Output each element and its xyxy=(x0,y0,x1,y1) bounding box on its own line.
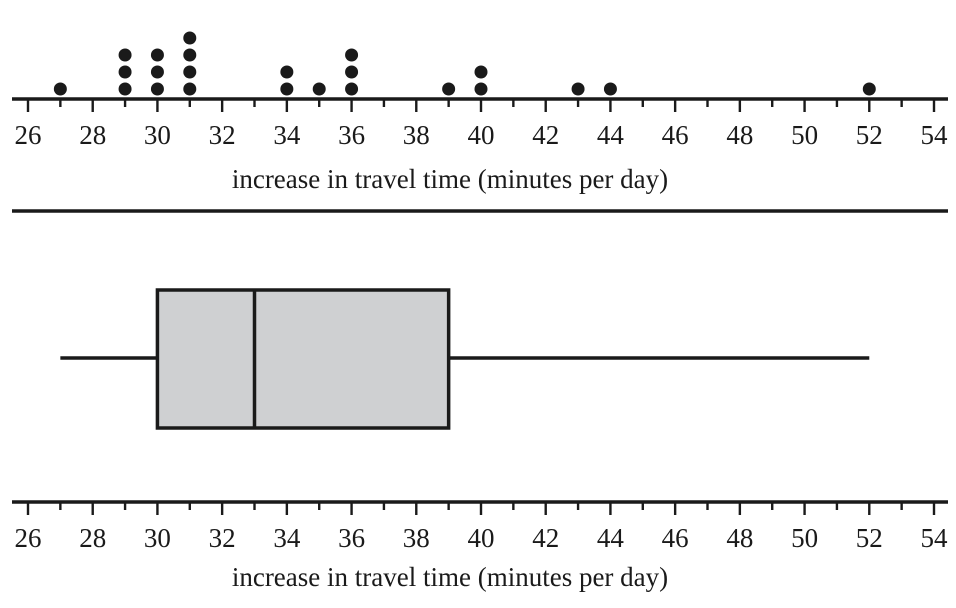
box-plot: 26 28 30 32 34 36 38 40 42 44 46 48 50 52 54 increase … xyxy=(12,288,949,592)
data-dot xyxy=(280,65,294,79)
data-dot xyxy=(183,48,197,62)
x-tick-label: 38 xyxy=(403,523,430,553)
box-plot-shapes xyxy=(60,288,870,430)
interquartile-box xyxy=(155,288,451,430)
data-dot xyxy=(571,82,585,96)
x-tick-label: 50 xyxy=(791,120,818,150)
x-tick-label: 42 xyxy=(532,120,559,150)
data-dot xyxy=(474,82,488,96)
dot-plot-points xyxy=(53,31,876,96)
dot-plot-ticks xyxy=(26,99,936,112)
data-dot xyxy=(603,82,617,96)
data-dot xyxy=(118,65,132,79)
x-tick-label: 48 xyxy=(726,523,753,553)
x-tick-label: 34 xyxy=(273,120,301,150)
data-dot xyxy=(53,82,67,96)
x-tick-label: 46 xyxy=(662,120,689,150)
data-dot xyxy=(150,65,164,79)
data-dot xyxy=(183,82,197,96)
x-tick-label: 52 xyxy=(856,523,883,553)
data-dot xyxy=(280,82,294,96)
data-dot xyxy=(150,48,164,62)
data-dot xyxy=(345,65,359,79)
x-tick-label: 32 xyxy=(209,120,236,150)
x-tick-label: 38 xyxy=(403,120,430,150)
x-tick-label: 28 xyxy=(79,120,106,150)
data-dot xyxy=(474,65,488,79)
x-tick-label: 28 xyxy=(79,523,106,553)
x-tick-label: 44 xyxy=(597,523,625,553)
x-tick-label: 54 xyxy=(921,523,949,553)
x-tick-label: 54 xyxy=(921,120,949,150)
box-plot-x-axis-label: increase in travel time (minutes per day… xyxy=(232,562,668,592)
x-tick-label: 48 xyxy=(726,120,753,150)
dot-plot: 26 28 30 32 34 36 38 40 42 44 46 48 50 52 54 increase … xyxy=(12,31,949,194)
data-dot xyxy=(118,82,132,96)
data-dot xyxy=(345,82,359,96)
data-dot xyxy=(118,48,132,62)
x-tick-label: 30 xyxy=(144,120,171,150)
x-tick-label: 26 xyxy=(15,120,42,150)
data-dot xyxy=(862,82,876,96)
x-tick-label: 44 xyxy=(597,120,625,150)
x-tick-label: 40 xyxy=(468,523,495,553)
dot-plot-tick-labels: 26 28 30 32 34 36 38 40 42 44 46 48 50 52 54 xyxy=(15,120,949,150)
x-tick-label: 30 xyxy=(144,523,171,553)
data-dot xyxy=(150,82,164,96)
data-dot xyxy=(312,82,326,96)
x-tick-label: 50 xyxy=(791,523,818,553)
box-plot-ticks xyxy=(26,502,936,515)
data-dot xyxy=(183,31,197,45)
x-tick-label: 36 xyxy=(338,523,365,553)
x-tick-label: 32 xyxy=(209,523,236,553)
x-tick-label: 42 xyxy=(532,523,559,553)
x-tick-label: 34 xyxy=(273,523,301,553)
data-dot xyxy=(442,82,456,96)
x-tick-label: 52 xyxy=(856,120,883,150)
x-tick-label: 36 xyxy=(338,120,365,150)
data-dot xyxy=(345,48,359,62)
x-tick-label: 46 xyxy=(662,523,689,553)
dot-plot-x-axis-label: increase in travel time (minutes per day… xyxy=(232,164,668,194)
x-tick-label: 40 xyxy=(468,120,495,150)
x-tick-label: 26 xyxy=(15,523,42,553)
box-plot-tick-labels: 26 28 30 32 34 36 38 40 42 44 46 48 50 52 54 xyxy=(15,523,949,553)
data-dot xyxy=(183,65,197,79)
